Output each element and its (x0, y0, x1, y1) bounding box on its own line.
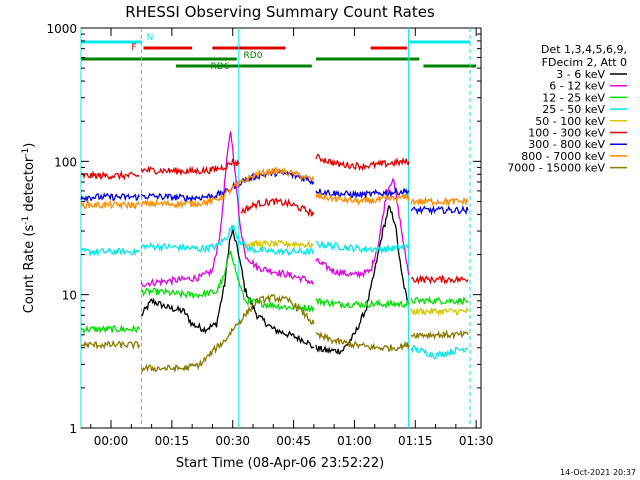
series-line-5-2 (240, 197, 315, 218)
series-line-7-3 (410, 195, 469, 207)
chart-title: RHESSI Observing Summary Count Rates (125, 3, 435, 21)
series-line-7-2 (315, 191, 410, 207)
time-markers (80, 28, 471, 428)
flag-label-rd6: RD6 (211, 62, 230, 72)
x-tick-label-0: 00:00 (94, 434, 129, 448)
series-line-2-2 (315, 297, 410, 310)
series-line-4-0 (244, 239, 314, 250)
y-tick-label-1: 10 (62, 289, 77, 303)
y-tick-label-2: 100 (54, 155, 77, 169)
series-lines (80, 131, 469, 373)
series-line-3-2 (315, 240, 410, 255)
series-line-5-3 (315, 153, 410, 172)
legend-label-6: 300 - 800 keV (528, 138, 605, 151)
series-line-1-1 (315, 177, 410, 280)
x-tick-label-1: 00:15 (155, 434, 190, 448)
series-line-8-3 (410, 329, 469, 341)
series-line-1-0 (140, 131, 315, 288)
flag-label-n: N (147, 33, 154, 43)
series-line-8-2 (315, 331, 410, 353)
x-tick-label-6: 01:30 (459, 434, 494, 448)
flag-label-rd0: RD0 (244, 51, 263, 61)
legend-label-3: 25 - 50 keV (542, 103, 605, 116)
legend-label-2: 12 - 25 keV (542, 91, 605, 104)
x-tick-label-2: 00:30 (215, 434, 250, 448)
y-tick-label-3: 1000 (46, 22, 77, 36)
series-line-5-1 (140, 158, 240, 177)
series-line-3-1 (140, 224, 315, 257)
axes: 00:00 00:15 00:30 00:45 01:00 01:15 01:30 1 10 10… (46, 22, 493, 448)
legend-header-line-2: FDecim 2, Att 0 (542, 56, 627, 69)
legend-label-1: 6 - 12 keV (549, 80, 605, 93)
legend-label-0: 3 - 6 keV (556, 68, 605, 81)
x-tick-label-4: 01:00 (337, 434, 372, 448)
x-axis-label: Start Time (08-Apr-06 23:52:22) (176, 456, 384, 471)
series-line-7-1 (140, 167, 315, 210)
y-axis-label: Count Rate (s-1 detector-1) (21, 143, 37, 314)
legend-header-line-1: Det 1,3,4,5,6,9, (541, 43, 627, 56)
x-tick-label-5: 01:15 (398, 434, 433, 448)
series-line-0-1 (315, 204, 408, 355)
series-line-8-1 (140, 293, 315, 373)
series-line-3-0 (80, 247, 140, 258)
series-line-5-0 (81, 169, 140, 181)
legend-label-8: 7000 - 15000 keV (507, 162, 605, 175)
y-tick-label-0: 1 (69, 422, 77, 436)
legend: Det 1,3,4,5,6,9, FDecim 2, Att 0 3 - 6 k… (507, 43, 627, 175)
legend-label-4: 50 - 100 keV (535, 115, 605, 128)
series-line-3-3 (410, 345, 469, 360)
flag-bars: N F RD0 RD6 (81, 33, 477, 72)
series-line-8-0 (80, 339, 140, 350)
footer-timestamp: 14-Oct-2021 20:37 (560, 468, 636, 477)
series-line-5-4 (410, 274, 469, 285)
series-line-2-0 (80, 324, 140, 335)
series-line-6-3 (410, 205, 469, 216)
series-line-7-0 (80, 199, 141, 211)
series-line-4-1 (410, 306, 469, 318)
flag-label-f: F (131, 43, 136, 53)
x-tick-label-3: 00:45 (276, 434, 311, 448)
series-line-2-1 (140, 250, 315, 313)
series-line-6-0 (80, 192, 140, 203)
series-line-2-3 (410, 295, 469, 307)
legend-label-7: 800 - 7000 keV (521, 150, 605, 163)
legend-label-5: 100 - 300 keV (528, 127, 605, 140)
